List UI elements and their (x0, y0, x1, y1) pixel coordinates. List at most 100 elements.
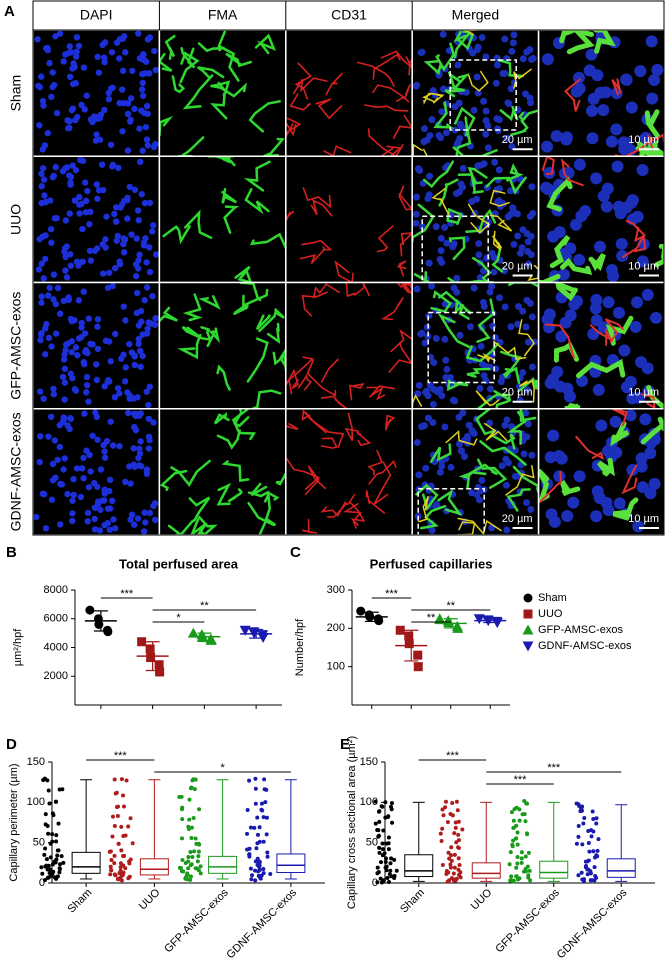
y-tick-label: 50 (366, 837, 378, 849)
nucleus (425, 191, 433, 199)
vessel (612, 497, 639, 521)
vessel (575, 435, 605, 461)
nucleus (429, 419, 437, 427)
nucleus (60, 416, 68, 423)
nucleus (72, 53, 80, 60)
nucleus (78, 465, 86, 472)
nucleus (132, 426, 140, 434)
nucleus (50, 391, 57, 398)
nucleus (455, 413, 463, 421)
nucleus (69, 510, 76, 517)
nucleus (618, 344, 631, 357)
vessel (364, 104, 409, 112)
data-point (443, 805, 448, 810)
vessel (210, 82, 248, 98)
nucleus (438, 392, 446, 400)
data-point (47, 801, 52, 806)
nucleus (467, 323, 475, 331)
nucleus (131, 521, 138, 528)
data-point (525, 832, 530, 837)
nucleus (124, 215, 131, 222)
nucleus (74, 352, 81, 359)
data-point (108, 864, 113, 869)
image-bg (159, 30, 286, 157)
micrograph (538, 30, 665, 157)
nucleus (34, 36, 41, 43)
data-point (187, 627, 199, 638)
nucleus (489, 322, 497, 330)
nucleus (93, 376, 101, 384)
x-tick-label: Sham (398, 887, 427, 916)
data-point (177, 795, 182, 800)
vessel (292, 77, 328, 95)
nucleus (109, 84, 116, 91)
nucleus (124, 409, 132, 417)
vessel (379, 145, 403, 157)
data-point (373, 821, 378, 826)
nucleus (626, 392, 639, 405)
nucleus (138, 463, 145, 470)
data-point (197, 807, 202, 812)
row-label: UUO (8, 204, 24, 235)
nucleus (61, 379, 69, 386)
vessel (227, 488, 243, 503)
vessel (458, 471, 473, 490)
nucleus (152, 251, 160, 258)
nucleus (447, 463, 455, 471)
nucleus (146, 437, 153, 444)
nucleus (450, 240, 458, 248)
data-point (385, 876, 390, 881)
vessel (294, 62, 313, 100)
data-point (113, 873, 118, 878)
nucleus (413, 193, 421, 201)
data-point (587, 849, 592, 854)
x-tick-label: GDNF-AMSC-exos (555, 886, 630, 961)
nucleus (513, 210, 521, 218)
data-point (189, 785, 194, 790)
data-point (585, 859, 590, 864)
nucleus (73, 258, 81, 265)
nucleus (135, 322, 143, 329)
x-tick-label: Sham (65, 887, 94, 916)
nucleus (131, 105, 138, 113)
box (208, 855, 238, 874)
data-point (448, 865, 453, 870)
nucleus (412, 210, 420, 218)
data-point (413, 650, 423, 660)
data-point (404, 639, 414, 649)
data-point (526, 850, 531, 855)
vessel (178, 136, 205, 157)
nucleus (612, 306, 625, 319)
nucleus (121, 197, 128, 205)
vessel (302, 187, 332, 209)
nucleus (80, 288, 87, 295)
data-point (508, 850, 513, 855)
data-point (198, 864, 203, 869)
nucleus (540, 181, 553, 194)
vessel (288, 356, 315, 395)
data-point (115, 813, 120, 818)
nucleus (597, 104, 610, 117)
data-point (434, 613, 446, 624)
nucleus (56, 422, 63, 429)
nucleus (149, 292, 156, 300)
nucleus (509, 39, 517, 47)
nucleus (82, 209, 90, 216)
data-point (473, 614, 485, 625)
nucleus (593, 240, 606, 253)
vessel (413, 271, 432, 283)
vessel (223, 205, 240, 234)
data-point (443, 799, 448, 804)
nucleus (431, 386, 439, 394)
vessel (485, 176, 527, 195)
data-point (589, 834, 594, 839)
legend-label: GFP-AMSC-exos (538, 624, 623, 636)
data-point (185, 873, 190, 878)
data-point (196, 849, 201, 854)
vessel (433, 101, 455, 129)
scale-label: 20 µm (502, 513, 533, 525)
vessel (457, 30, 475, 51)
nucleus (63, 341, 70, 348)
nucleus (124, 110, 132, 118)
vessel (490, 433, 516, 450)
